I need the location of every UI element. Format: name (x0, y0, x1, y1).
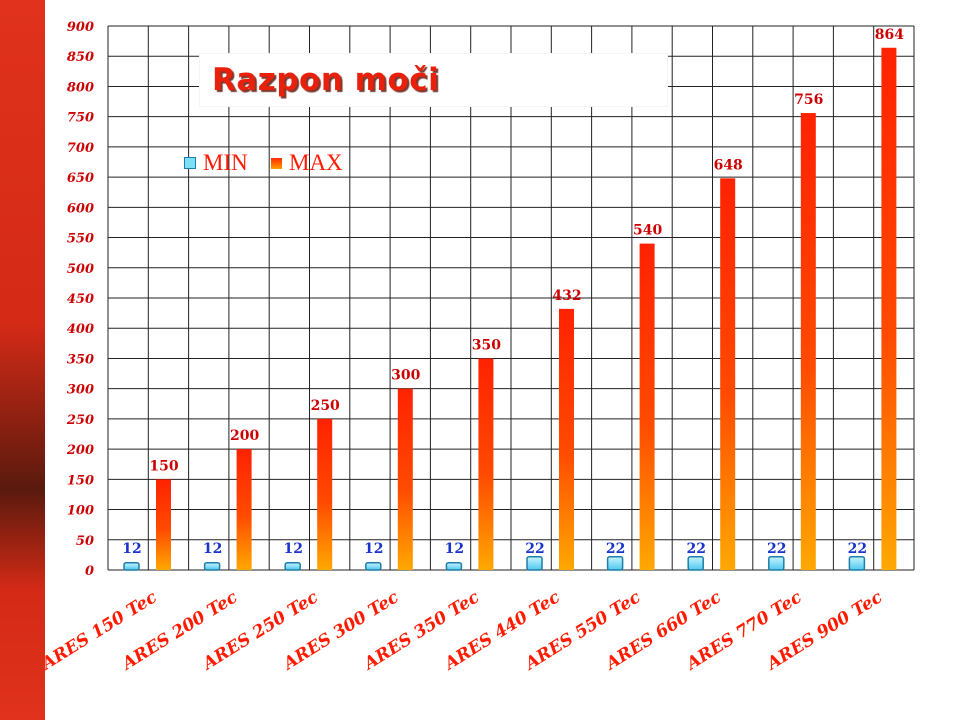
y-tick-label: 0 (85, 564, 94, 579)
data-label-min: 22 (686, 541, 705, 557)
data-label-min: 12 (122, 541, 141, 557)
bar-max (156, 479, 171, 570)
data-label-max: 350 (472, 337, 501, 353)
bar-min (284, 561, 301, 571)
y-tick-label: 900 (67, 20, 94, 35)
bar-max (559, 308, 574, 570)
bar-min (848, 555, 866, 571)
y-tick-label: 200 (66, 443, 94, 458)
data-label-min: 12 (445, 541, 464, 557)
bar-min (687, 555, 704, 571)
grid-lines (107, 25, 915, 571)
legend-item-max: MAX (271, 148, 343, 178)
data-label-min: 22 (606, 541, 625, 557)
chart-title: Razpon moči (212, 62, 440, 98)
bar-min (526, 555, 543, 571)
bars (123, 47, 897, 571)
y-tick-label: 600 (67, 201, 94, 216)
data-label-max: 540 (633, 223, 662, 239)
data-label-min: 12 (283, 541, 302, 557)
y-tick-label: 400 (67, 322, 94, 337)
bar-max (881, 47, 897, 570)
y-tick-label: 650 (67, 171, 94, 186)
y-tick-label: 350 (67, 352, 94, 367)
y-tick-label: 300 (67, 383, 94, 398)
y-tick-label: 100 (67, 504, 94, 519)
data-label-max: 300 (391, 368, 420, 384)
legend-item-min: MIN (184, 148, 248, 178)
bar-max (478, 358, 494, 570)
bar-min (203, 561, 221, 571)
data-label-max: 756 (794, 92, 823, 108)
y-tick-label: 550 (67, 232, 94, 247)
data-label-max: 432 (552, 288, 581, 304)
y-tick-label: 800 (67, 80, 94, 95)
bar-max (720, 178, 736, 570)
legend-swatch-min (184, 157, 196, 169)
data-label-min: 22 (767, 541, 786, 557)
y-tick-label: 850 (67, 50, 94, 65)
data-label-max: 864 (875, 27, 904, 43)
bar-max (236, 449, 252, 570)
y-axis: 0 50 100 150 200 250 300 350 400 450 500 550 600 650 7… (66, 20, 94, 579)
data-label-min: 12 (364, 541, 383, 557)
y-tick-label: 750 (67, 111, 94, 126)
y-tick-label: 50 (76, 534, 94, 549)
data-labels: 12 150 12 200 12 250 12 300 12 350 22 432 22 540 22 648… (122, 27, 904, 557)
bar-min (768, 555, 785, 571)
legend-label-min: MIN (203, 150, 248, 175)
bar-max (639, 243, 655, 570)
bar-min (445, 561, 463, 571)
legend-swatch-max (271, 157, 282, 169)
side-decoration-band (0, 0, 45, 720)
data-label-max: 648 (714, 157, 743, 173)
y-tick-label: 150 (67, 473, 94, 488)
data-label-min: 22 (848, 541, 867, 557)
bar-min (365, 561, 382, 571)
bar-min (606, 555, 624, 571)
data-label-max: 150 (149, 458, 178, 474)
data-label-min: 12 (203, 541, 222, 557)
bar-max (800, 113, 816, 570)
y-tick-label: 450 (67, 292, 94, 307)
bar-max (397, 388, 413, 570)
bar-min (123, 561, 140, 571)
y-tick-label: 250 (66, 413, 94, 428)
data-label-max: 250 (311, 398, 340, 414)
title-box: Razpon moči (200, 54, 667, 106)
y-tick-label: 700 (67, 141, 94, 156)
bar-max (317, 418, 333, 570)
data-label-max: 200 (230, 428, 259, 444)
legend-label-max: MAX (289, 150, 343, 175)
y-tick-label: 500 (67, 262, 94, 277)
data-label-min: 22 (525, 541, 544, 557)
